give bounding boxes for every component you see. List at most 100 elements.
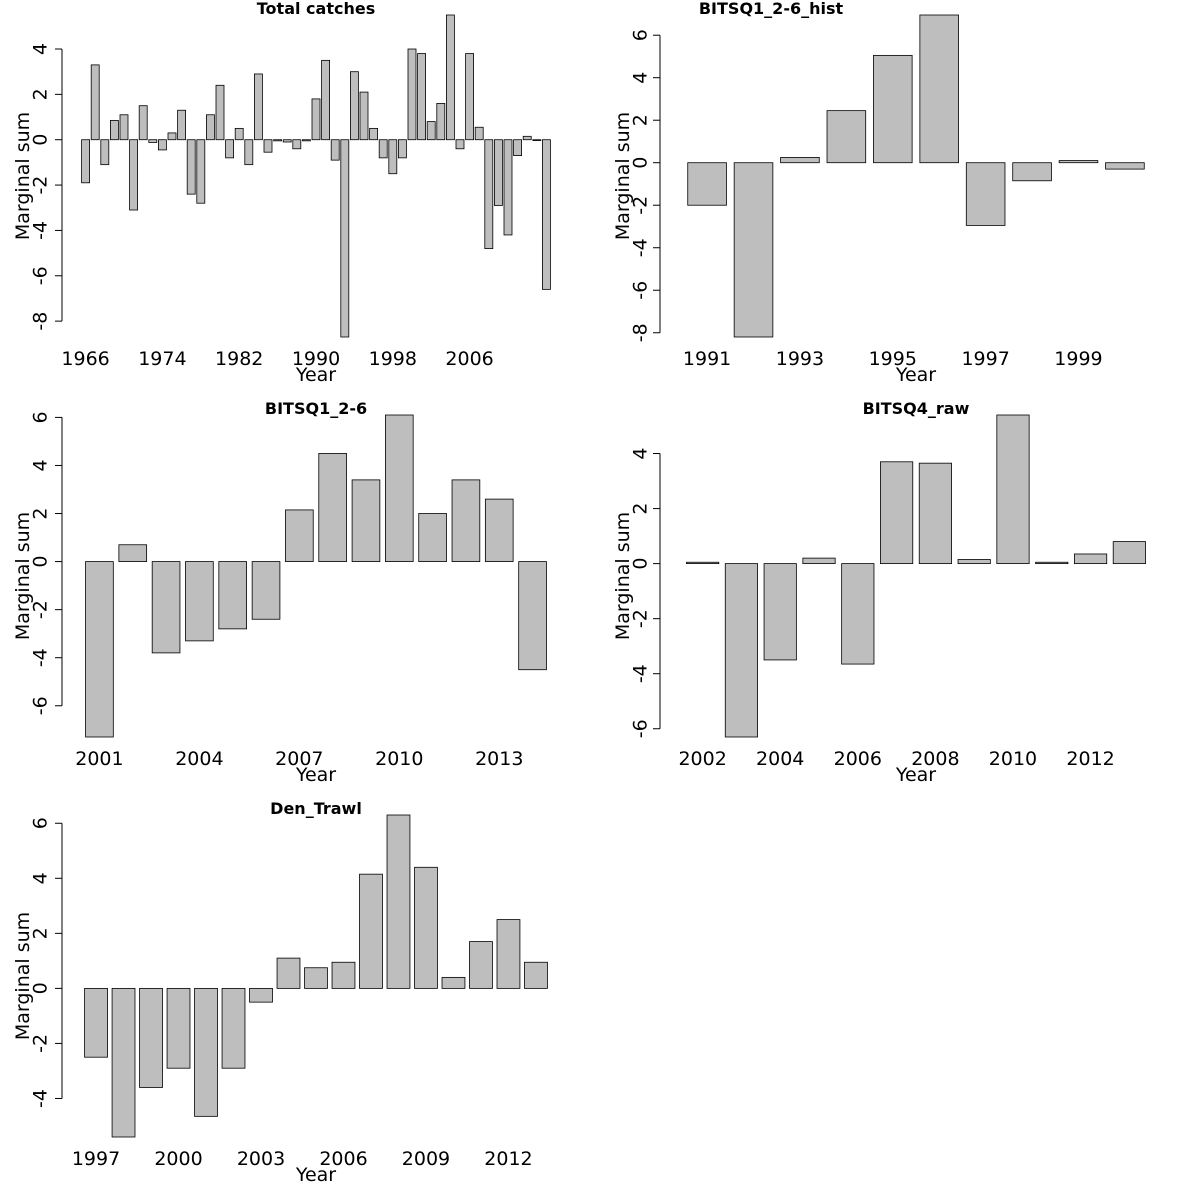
y-tick-label: -2 bbox=[30, 600, 52, 619]
bar-1982 bbox=[234, 127, 244, 141]
bar-2008 bbox=[484, 139, 494, 249]
y-tick-label: 4 bbox=[630, 447, 652, 459]
chart-panel-4: BITSQ4_raw -6 -4 -2 0 2 4 2002 2004 2006 2008 2010 2… bbox=[612, 399, 1146, 786]
bar-2014 bbox=[542, 139, 551, 290]
x-tick-label: 1990 bbox=[292, 348, 340, 370]
bar-1971 bbox=[129, 139, 139, 211]
x-tick-label: 2002 bbox=[678, 748, 726, 770]
bar-2005 bbox=[802, 557, 836, 565]
y-tick-label: 4 bbox=[30, 43, 52, 55]
chart-title: BITSQ1_2-6 bbox=[265, 399, 367, 418]
bar-2006 bbox=[331, 961, 356, 989]
y-tick-label: 0 bbox=[630, 157, 652, 169]
y-tick-label: 0 bbox=[30, 556, 52, 568]
bar-1975 bbox=[167, 132, 177, 141]
bar-2005 bbox=[455, 139, 465, 150]
bar-1994 bbox=[349, 71, 359, 141]
bar-2007 bbox=[285, 509, 314, 562]
y-axis-label: Marginal sum bbox=[12, 912, 34, 1040]
chart-title: BITSQ4_raw bbox=[863, 399, 970, 418]
y-tick-label: -8 bbox=[30, 312, 52, 331]
bar-2011 bbox=[1035, 561, 1069, 565]
bar-2006 bbox=[465, 53, 475, 141]
bar-1993 bbox=[780, 157, 820, 164]
bar-2009 bbox=[351, 479, 381, 562]
bar-1988 bbox=[292, 139, 302, 150]
y-tick-label: 2 bbox=[630, 503, 652, 515]
x-tick-label: 2003 bbox=[237, 1148, 285, 1170]
x-tick-label: 2004 bbox=[756, 748, 804, 770]
y-tick-label: 0 bbox=[630, 558, 652, 570]
bar-1998 bbox=[388, 139, 398, 175]
y-tick-label: -6 bbox=[30, 696, 52, 715]
bar-1995 bbox=[359, 91, 369, 141]
bar-2009 bbox=[957, 559, 991, 565]
bar-2007 bbox=[359, 873, 383, 989]
bar-2013 bbox=[524, 961, 548, 989]
x-tick-label: 1997 bbox=[961, 348, 1009, 370]
x-tick-label: 2006 bbox=[445, 348, 493, 370]
bar-1995 bbox=[873, 54, 913, 164]
chart-panel-2: BITSQ1_2-6_hist -8 -6 -4 -2 0 2 4 6 1991 1993 1995 1… bbox=[612, 0, 1145, 386]
bar-1993 bbox=[340, 139, 350, 338]
bar-1991 bbox=[321, 59, 331, 141]
y-tick-label: -6 bbox=[30, 266, 52, 285]
x-tick-label: 2004 bbox=[175, 748, 223, 770]
x-tick-label: 2000 bbox=[154, 1148, 202, 1170]
y-tick-label: -4 bbox=[630, 664, 652, 683]
y-tick-label: -4 bbox=[30, 221, 52, 240]
bar-1990 bbox=[311, 98, 321, 141]
x-tick-label: 1998 bbox=[369, 348, 417, 370]
y-tick-label: -6 bbox=[630, 281, 652, 300]
x-tick-label: 1991 bbox=[683, 348, 731, 370]
bar-1981 bbox=[225, 139, 235, 159]
bar-1979 bbox=[205, 114, 215, 141]
bar-2008 bbox=[918, 462, 952, 565]
x-tick-label: 1974 bbox=[138, 348, 186, 370]
bar-1996 bbox=[369, 127, 379, 141]
bar-2002 bbox=[426, 121, 436, 141]
y-tick-label: 2 bbox=[30, 88, 52, 100]
x-tick-label: 1966 bbox=[61, 348, 109, 370]
bar-2005 bbox=[304, 967, 328, 989]
x-tick-label: 2006 bbox=[319, 1148, 367, 1170]
x-tick-label: 1995 bbox=[869, 348, 917, 370]
bar-1991 bbox=[687, 162, 727, 206]
y-tick-label: 0 bbox=[30, 134, 52, 146]
y-tick-label: 2 bbox=[30, 507, 52, 519]
bar-2012 bbox=[1074, 553, 1108, 565]
bar-2009 bbox=[493, 139, 503, 206]
bar-2006 bbox=[841, 563, 875, 665]
chart-panel-3: BITSQ1_2-6 -6 -4 -2 0 2 4 6 2001 2004 2007 2010 2013… bbox=[12, 399, 547, 786]
x-tick-label: 2013 bbox=[475, 748, 523, 770]
chart-title: Den_Trawl bbox=[270, 799, 362, 818]
y-tick-label: 6 bbox=[630, 29, 652, 41]
bar-2003 bbox=[724, 563, 758, 738]
bar-1983 bbox=[244, 139, 254, 166]
bar-1968 bbox=[100, 139, 110, 166]
bar-2007 bbox=[474, 126, 484, 141]
x-tick-label: 2012 bbox=[1066, 748, 1114, 770]
bar-2000 bbox=[166, 987, 191, 1069]
bar-2002 bbox=[221, 987, 246, 1069]
bar-2005 bbox=[218, 561, 247, 630]
y-axis-label: Marginal sum bbox=[612, 112, 634, 240]
bar-1984 bbox=[253, 73, 263, 141]
bar-1996 bbox=[919, 14, 959, 164]
y-tick-label: 2 bbox=[630, 114, 652, 126]
bar-2010 bbox=[996, 414, 1030, 565]
bar-2006 bbox=[251, 561, 281, 620]
y-tick-label: 4 bbox=[30, 459, 52, 471]
bar-1989 bbox=[301, 139, 311, 142]
bar-2003 bbox=[249, 987, 273, 1003]
bar-2011 bbox=[418, 513, 447, 562]
bar-1972 bbox=[138, 105, 148, 141]
x-tick-label: 2006 bbox=[834, 748, 882, 770]
x-tick-label: 2007 bbox=[275, 748, 323, 770]
bar-1966 bbox=[81, 139, 90, 184]
y-tick-label: -4 bbox=[30, 1089, 52, 1108]
bar-2013 bbox=[532, 139, 542, 141]
y-axis-label: Marginal sum bbox=[12, 112, 34, 240]
x-axis-label: Year bbox=[295, 764, 336, 786]
